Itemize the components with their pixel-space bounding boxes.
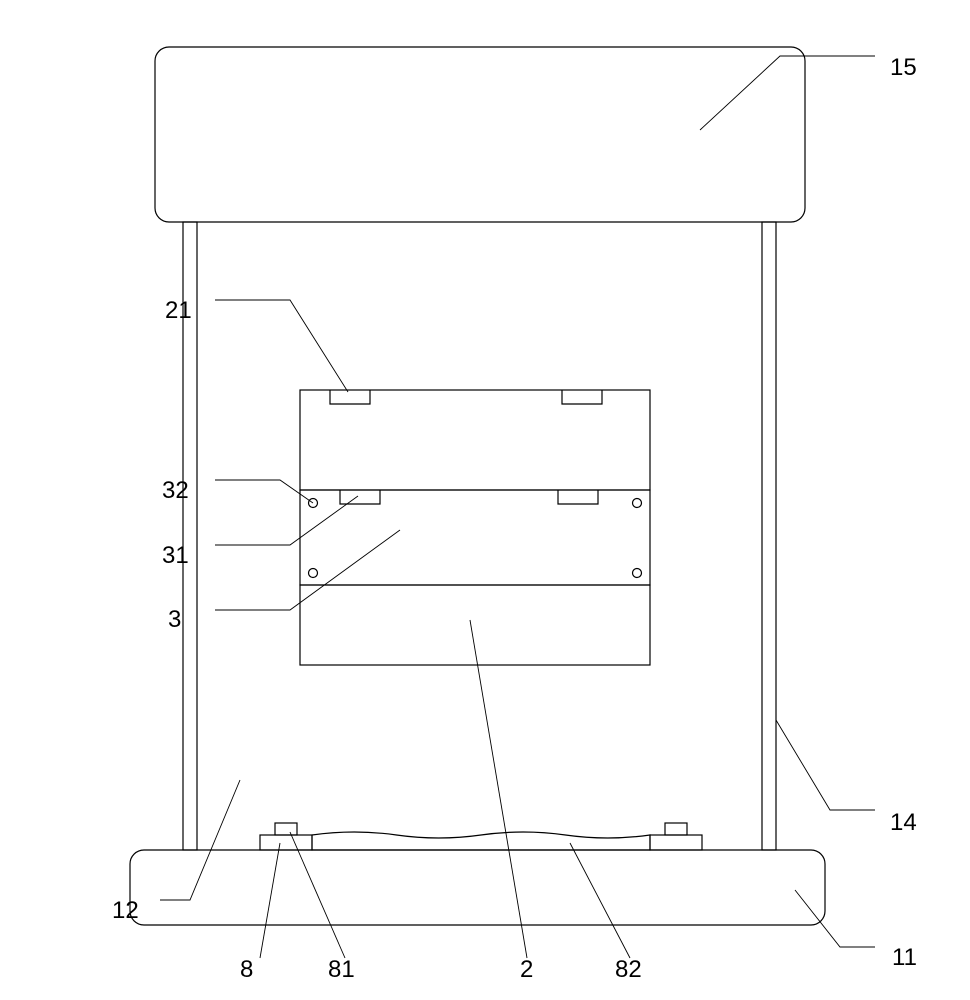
right-post	[762, 222, 776, 850]
label-15: 15	[890, 54, 917, 81]
leader-15	[700, 56, 875, 130]
upper-panel	[300, 390, 650, 490]
leader-3	[215, 530, 400, 610]
panel-tab	[562, 390, 602, 404]
clip-left	[275, 823, 297, 835]
leader-8	[260, 843, 280, 958]
panel-hole	[633, 499, 642, 508]
leader-2	[470, 620, 527, 958]
panel-tab	[330, 390, 370, 404]
clip-base-left	[260, 835, 312, 850]
top-block	[155, 47, 805, 222]
band	[312, 832, 650, 850]
label-2: 2	[520, 956, 533, 983]
panel-hole	[633, 569, 642, 578]
lower-panel	[300, 585, 650, 665]
bottom-block	[130, 850, 825, 925]
panel-tab	[340, 490, 380, 504]
label-14: 14	[890, 809, 917, 836]
label-32: 32	[162, 477, 189, 504]
label-11: 11	[892, 944, 917, 971]
diagram-canvas: 15 21 32 31 3 14 11 12 8 81 2 82	[0, 0, 970, 1000]
leader-lines-layer	[160, 56, 875, 958]
leader-14	[776, 720, 875, 810]
label-31: 31	[162, 542, 189, 569]
label-21: 21	[165, 297, 192, 324]
panel-hole	[309, 569, 318, 578]
clip-base-right	[650, 835, 702, 850]
panel-tab	[558, 490, 598, 504]
leader-81	[290, 832, 345, 958]
label-3: 3	[168, 606, 181, 633]
labels-layer: 15 21 32 31 3 14 11 12 8 81 2 82	[112, 54, 917, 983]
leader-21	[215, 300, 348, 392]
leader-12	[160, 780, 240, 900]
clip-right	[665, 823, 687, 835]
label-8: 8	[240, 956, 253, 983]
label-12: 12	[112, 897, 139, 924]
leader-32	[215, 480, 313, 503]
leader-11	[795, 890, 875, 947]
label-81: 81	[328, 956, 355, 983]
label-82: 82	[615, 956, 642, 983]
leader-82	[570, 843, 630, 958]
leader-31	[215, 496, 358, 545]
